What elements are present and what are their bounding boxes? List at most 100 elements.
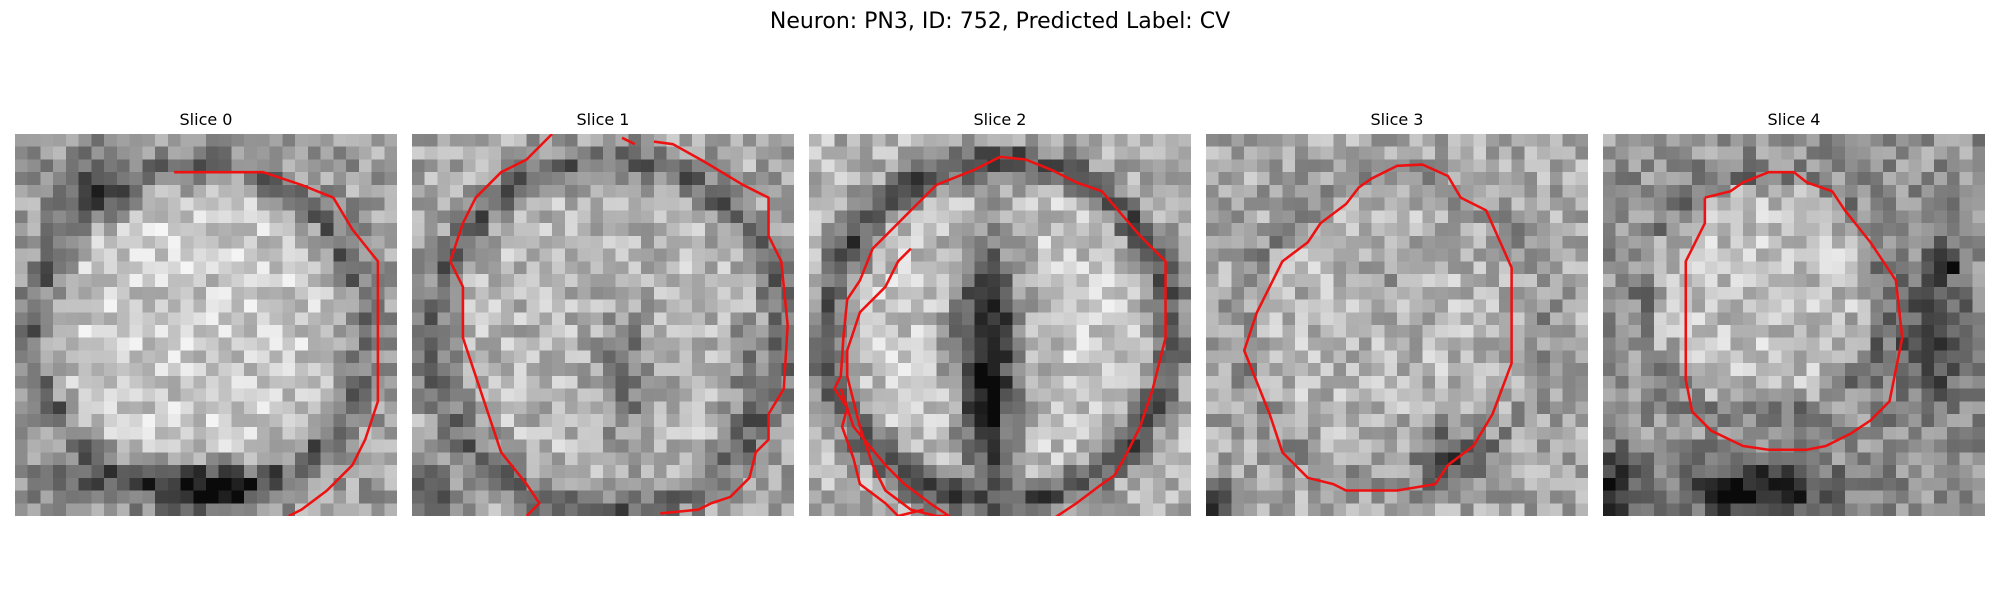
pixel [1218, 274, 1232, 288]
pixel [412, 388, 425, 402]
pixel [1371, 490, 1385, 504]
pixel [781, 363, 794, 377]
pixel [282, 286, 296, 300]
pixel [129, 274, 143, 288]
pixel [1447, 337, 1461, 351]
pixel [91, 286, 105, 300]
pixel [1114, 286, 1128, 300]
pixel [15, 337, 28, 351]
pixel [501, 184, 515, 198]
pixel [1704, 210, 1718, 224]
pixel [1781, 197, 1795, 211]
pixel [1256, 490, 1270, 504]
pixel [1692, 477, 1706, 491]
pixel [577, 248, 591, 262]
pixel [1063, 477, 1077, 491]
pixel [1946, 172, 1960, 186]
pixel [1256, 134, 1270, 147]
pixel [412, 134, 425, 147]
pixel [1140, 146, 1154, 160]
pixel [936, 426, 950, 440]
pixel [1641, 426, 1655, 440]
pixel [885, 426, 899, 440]
pixel [1575, 159, 1588, 173]
pixel [1498, 477, 1512, 491]
pixel [692, 159, 706, 173]
pixel [462, 134, 476, 147]
pixel [1498, 286, 1512, 300]
pixel [1934, 401, 1948, 415]
pixel [1422, 325, 1436, 338]
pixel [974, 286, 988, 300]
pixel [1269, 375, 1283, 389]
pixel [244, 134, 258, 147]
pixel [142, 337, 156, 351]
pixel [346, 388, 360, 402]
pixel [1114, 414, 1128, 428]
pixel [1615, 248, 1629, 262]
pixel [834, 337, 848, 351]
pixel [1704, 490, 1718, 504]
pixel [129, 452, 143, 466]
pixel [1127, 439, 1141, 453]
pixel [923, 146, 937, 160]
pixel [1063, 134, 1077, 147]
pixel [564, 325, 578, 338]
pixel [1333, 401, 1347, 415]
pixel [1972, 465, 1985, 479]
pixel [1435, 286, 1449, 300]
pixel [1692, 261, 1706, 275]
pixel [1178, 172, 1191, 186]
pixel [1422, 261, 1436, 275]
pixel [1320, 350, 1334, 364]
pixel [1269, 172, 1283, 186]
pixel [450, 375, 464, 389]
pixel [1447, 388, 1461, 402]
pixel [1794, 337, 1807, 351]
pixel [65, 414, 79, 428]
pixel [936, 401, 950, 415]
pixel [513, 337, 527, 351]
pixel [1050, 248, 1064, 262]
pixel [180, 134, 194, 147]
pixel [1895, 146, 1909, 160]
pixel [743, 134, 757, 147]
pixel [1000, 426, 1013, 440]
pixel [244, 248, 258, 262]
pixel [193, 414, 207, 428]
pixel [641, 426, 655, 440]
pixel [358, 134, 372, 147]
pixel [1295, 134, 1309, 147]
pixel [1679, 134, 1693, 147]
pixel [1218, 172, 1232, 186]
pixel [450, 184, 464, 198]
pixel [1524, 172, 1538, 186]
pixel [1615, 274, 1629, 288]
pixel [1256, 439, 1270, 453]
pixel [269, 503, 283, 516]
pixel [1460, 452, 1474, 466]
pixel [653, 159, 667, 173]
pixel [1794, 261, 1807, 275]
pixel [1295, 439, 1309, 453]
pixel [704, 465, 718, 479]
pixel [743, 299, 757, 313]
pixel [78, 375, 92, 389]
pixel [1934, 414, 1948, 428]
pixel [1549, 248, 1563, 262]
pixel [717, 223, 731, 237]
pixel [1972, 134, 1985, 147]
pixel [1282, 134, 1296, 147]
pixel [949, 134, 963, 147]
pixel [1908, 477, 1922, 491]
pixel [1333, 490, 1347, 504]
pixel [1679, 210, 1693, 224]
pixel [1549, 235, 1563, 249]
pixel [15, 375, 28, 389]
pixel [552, 452, 566, 466]
pixel [1730, 375, 1744, 389]
pixel [155, 286, 169, 300]
pixel [15, 223, 28, 237]
pixel [1921, 172, 1935, 186]
pixel [1320, 274, 1334, 288]
